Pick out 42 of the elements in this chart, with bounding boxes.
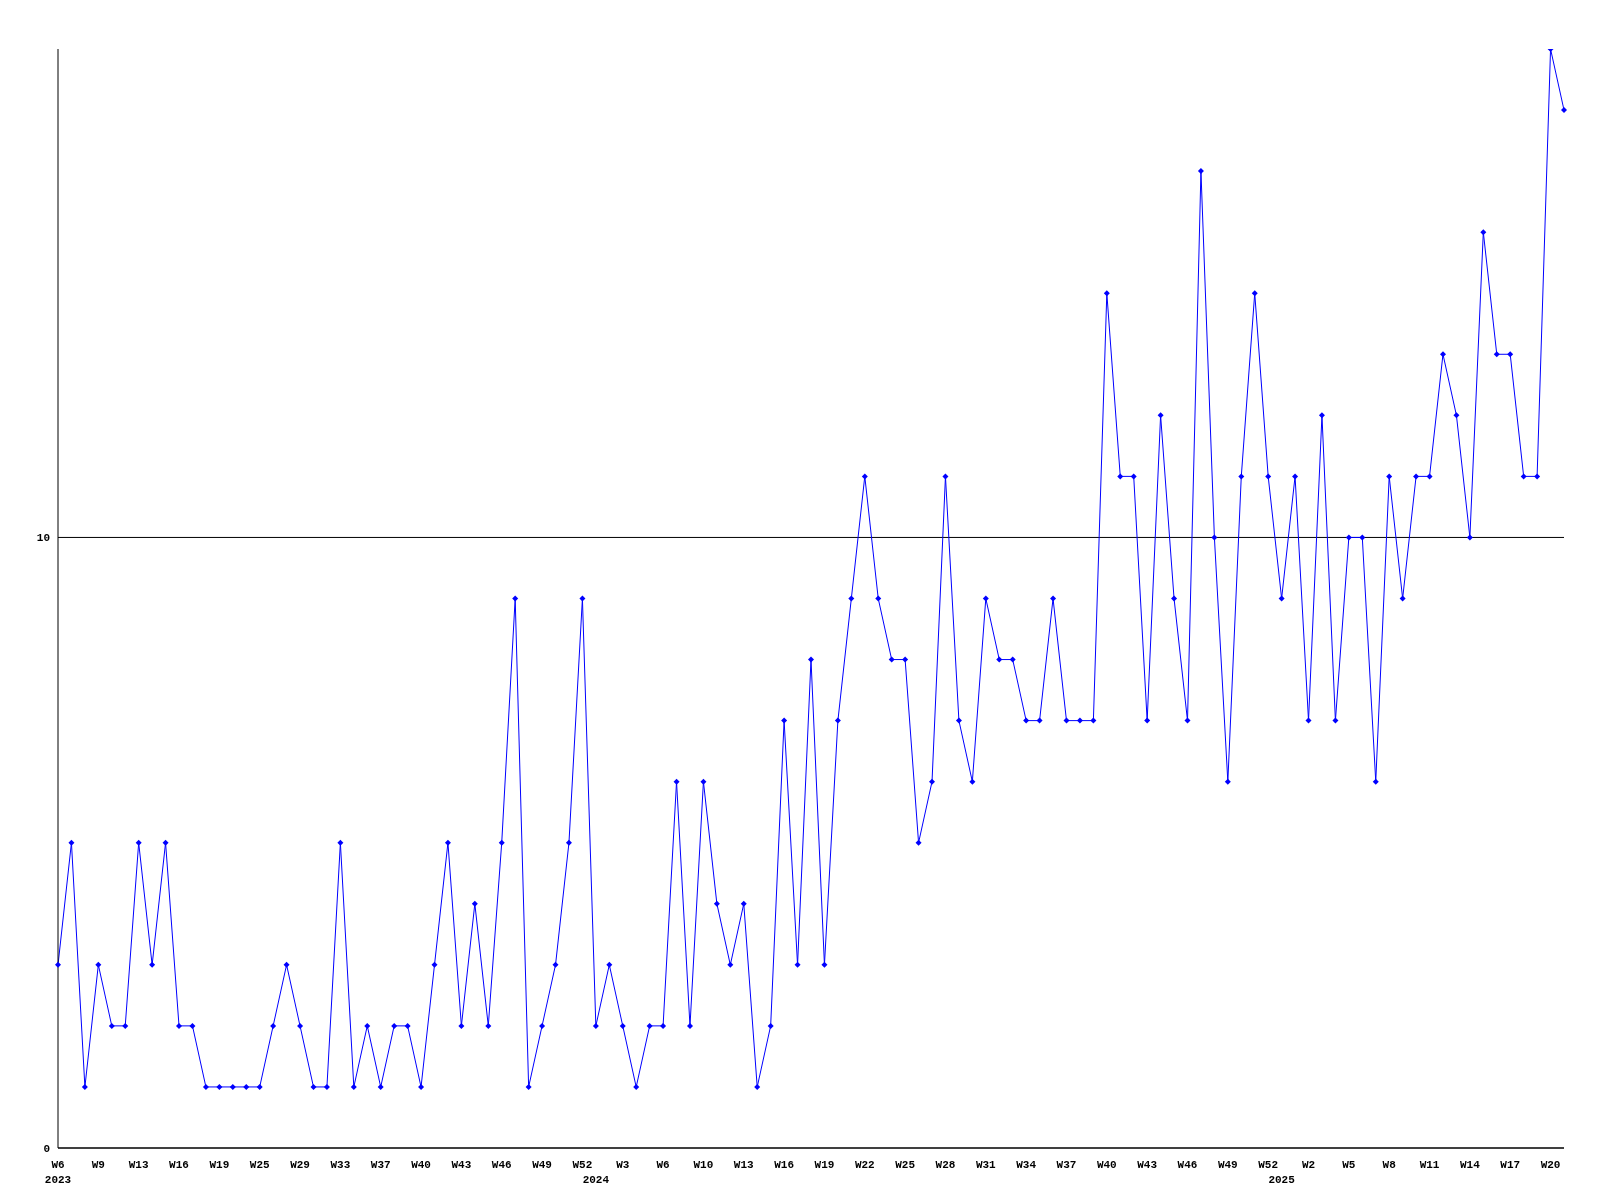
x-tick-label: W14 [1459,1159,1481,1171]
x-tick-label: W3 [616,1159,630,1171]
x-tick-label: 2024 [582,1174,610,1186]
x-tick-label: W37 [1056,1159,1077,1171]
x-tick-label: W31 [975,1159,997,1171]
y-tick-label: 10 [36,532,50,545]
x-tick-label: W37 [370,1159,391,1171]
x-tick-label: W20 [1540,1159,1561,1171]
x-tick-label: W16 [169,1159,189,1171]
x-tick-label: W22 [854,1159,875,1171]
x-tick-label: W49 [532,1159,552,1171]
x-tick-label: W25 [895,1159,916,1171]
x-tick-label: W2 [1301,1159,1316,1171]
x-tick-label: W13 [128,1159,149,1171]
x-tick-label: W25 [249,1159,270,1171]
x-tick-label: W43 [1137,1159,1158,1171]
x-tick-label: W29 [290,1159,310,1171]
x-tick-label: W34 [1016,1159,1037,1171]
x-tick-label: W11 [1419,1159,1440,1171]
x-tick-label: W5 [1342,1159,1356,1171]
x-tick-label: W9 [91,1159,105,1171]
x-tick-label: W46 [491,1159,512,1171]
x-tick-label: W13 [733,1159,755,1171]
x-tick-label: W8 [1382,1159,1397,1171]
x-tick-label: W40 [1096,1159,1117,1171]
x-tick-label: W33 [330,1159,351,1171]
x-tick-label: W6 [656,1159,670,1171]
y-tick-label: 0 [43,1142,50,1155]
x-tick-label: W6 2023 [44,1159,72,1186]
x-tick-label: W49 [1217,1159,1238,1171]
x-tick-label: W19 [814,1159,835,1171]
x-tick-label: W10 [693,1159,714,1171]
x-tick-label: 2025 [1268,1174,1296,1186]
x-tick-label: W43 [451,1159,472,1171]
x-tick-label: W52 [572,1159,593,1171]
x-tick-label: W46 [1177,1159,1198,1171]
x-tick-label: W28 [935,1159,956,1171]
x-tick-label: W17 [1500,1159,1521,1171]
x-tick-label: W52 [1258,1159,1279,1171]
x-tick-label: W19 [209,1159,230,1171]
x-tick-label: W40 [411,1159,431,1171]
x-tick-label: W16 [774,1159,795,1171]
